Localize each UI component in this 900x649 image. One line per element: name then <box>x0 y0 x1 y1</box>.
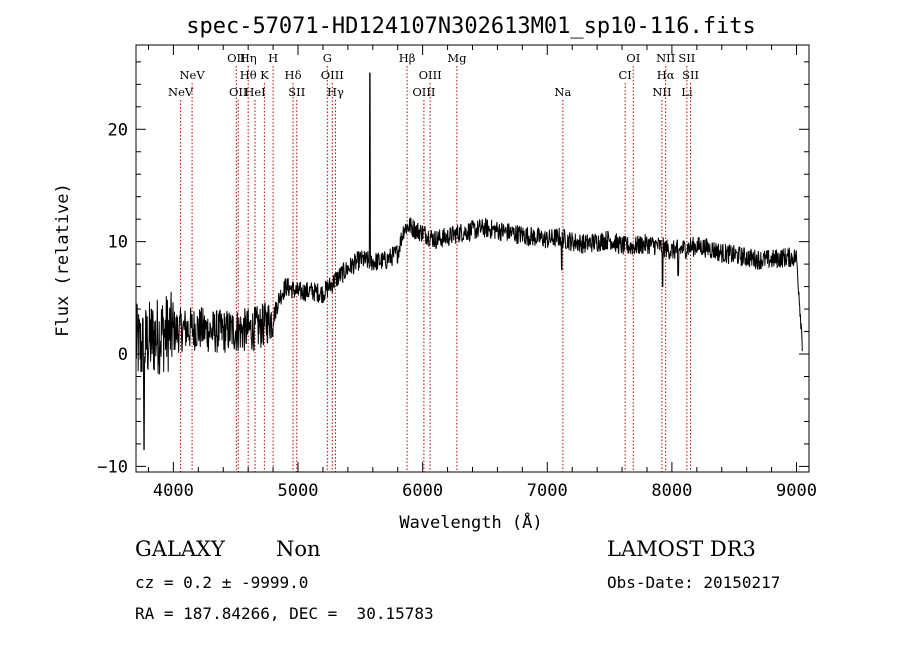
spectrum <box>135 72 803 450</box>
line-label: K <box>260 68 269 82</box>
line-label: HeI <box>244 85 265 99</box>
line-label: Li <box>681 85 693 99</box>
survey-name: LAMOST DR3 <box>607 537 756 561</box>
line-label: Hη <box>240 51 257 65</box>
line-label: OI <box>626 51 640 65</box>
line-label: Hβ <box>399 51 416 65</box>
line-label: Hθ <box>240 68 257 82</box>
redshift-line: cz = 0.2 ± -9999.0 <box>135 573 309 592</box>
y-tick-label: 0 <box>118 345 128 365</box>
line-label: OII <box>227 51 246 65</box>
y-tick-label: 20 <box>108 120 128 140</box>
line-label: NeV <box>179 68 205 82</box>
line-label: OII <box>229 85 248 99</box>
x-tick-label: 7000 <box>527 481 568 501</box>
line-label: Hγ <box>327 85 344 99</box>
spectrum-line <box>135 72 803 450</box>
line-label: OIII <box>412 85 435 99</box>
line-label: SII <box>288 85 305 99</box>
x-tick-label: 8000 <box>651 481 692 501</box>
x-tick-label: 5000 <box>278 481 319 501</box>
object-subclass: Non <box>276 537 321 561</box>
line-label: SII <box>682 68 699 82</box>
x-tick-label: 4000 <box>153 481 194 501</box>
observation-date: Obs-Date: 20150217 <box>607 573 781 592</box>
line-label: Mg <box>447 51 467 65</box>
line-label: SII <box>678 51 695 65</box>
line-label: CI <box>618 68 631 82</box>
line-label: OIII <box>419 68 442 82</box>
line-label: Hα <box>657 68 675 82</box>
coordinates-line: RA = 187.84266, DEC = 30.15783 <box>135 604 434 623</box>
x-tick-label: 6000 <box>402 481 443 501</box>
y-tick-label: −10 <box>97 457 128 477</box>
plot-frame <box>135 44 810 473</box>
line-markers: NeVNeVOIIOIIHηHθHeIKHHδSIIGOIIIHγHβOIIIO… <box>168 51 699 472</box>
x-tick-label: 9000 <box>776 481 817 501</box>
line-label: Na <box>554 85 571 99</box>
line-label: Hδ <box>285 68 302 82</box>
line-label: NII <box>652 85 671 99</box>
line-label: NeV <box>168 85 194 99</box>
object-class: GALAXY <box>135 537 225 561</box>
x-axis-label: Wavelength (Å) <box>399 511 542 533</box>
y-tick-label: 10 <box>108 233 128 253</box>
y-axis-label: Flux (relative) <box>53 183 73 337</box>
line-label: NII <box>656 51 675 65</box>
line-label: OIII <box>321 68 344 82</box>
axes: 4000 5000 6000 7000 8000 9000 −10 0 10 20 <box>97 45 817 501</box>
line-label: G <box>323 51 332 65</box>
chart-title: spec-57071-HD124107N302613M01_sp10-116.f… <box>186 14 756 39</box>
line-label: H <box>268 51 278 65</box>
